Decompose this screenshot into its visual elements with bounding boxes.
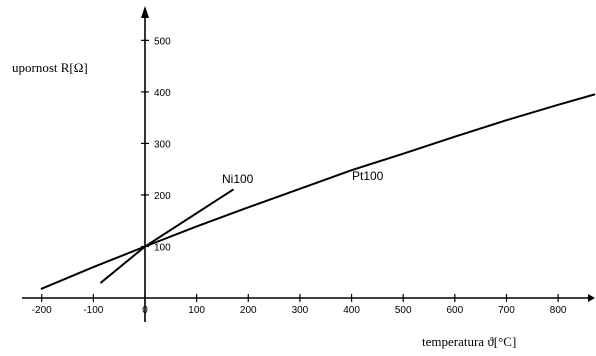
y-tick-label: 500 [154,36,171,47]
x-tick-label: 100 [188,305,205,316]
y-axis-arrow [141,6,149,18]
x-axis-arrow [588,294,595,302]
x-tick-label: 800 [550,305,567,316]
x-tick-label: 600 [446,305,463,316]
series-group: Pt100 Ni100 [40,93,596,290]
y-tick-label: 400 [154,88,171,99]
y-axis-title: upornost R[Ω] [12,60,88,75]
x-tick-label: 700 [498,305,515,316]
y-tick-label: 200 [154,191,171,202]
x-tick-label: -200 [32,305,52,316]
x-tick-label: 200 [240,305,257,316]
x-tick-label: 300 [292,305,309,316]
y-tick-label: 300 [154,139,171,150]
y-tick-label: 100 [154,242,171,253]
x-tick-label: 0 [142,305,148,316]
series-line-pt100 [40,93,596,290]
series-line-ni100 [100,188,234,284]
x-axis-title: temperatura ϑ[°C] [422,334,516,349]
series-label-ni100: Ni100 [222,172,254,186]
x-tick-label: 500 [395,305,412,316]
x-tick-label: -100 [83,305,103,316]
x-ticks: -200 -100 0 100 200 300 400 500 600 700 800 [32,294,567,316]
x-tick-label: 400 [343,305,360,316]
series-label-pt100: Pt100 [352,169,384,183]
